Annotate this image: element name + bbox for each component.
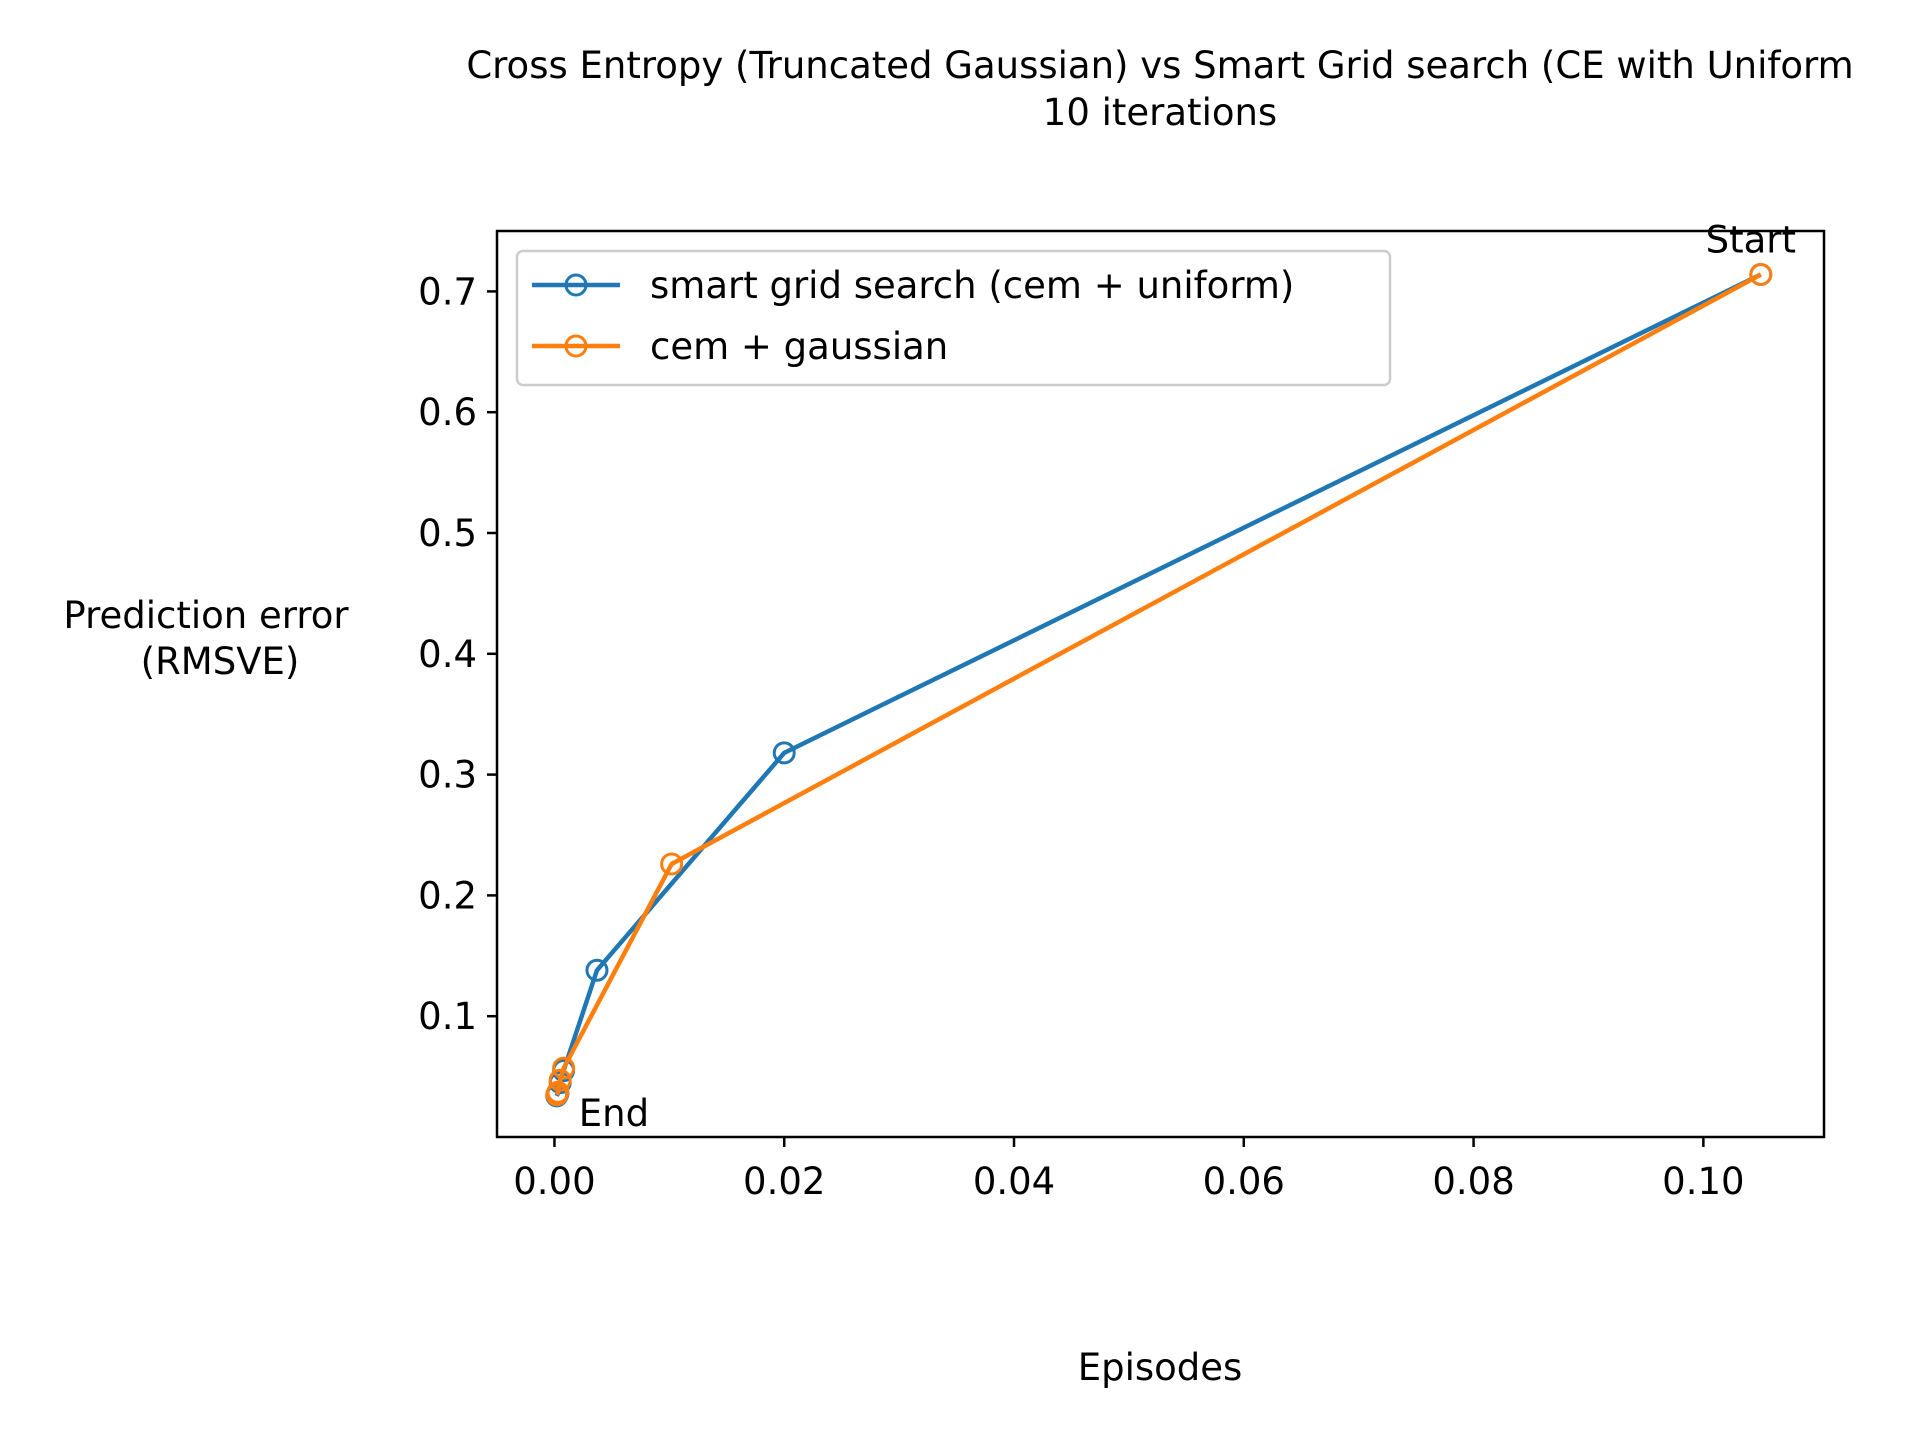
x-tick-label: 0.10 bbox=[1662, 1160, 1744, 1203]
x-tick-label: 0.04 bbox=[973, 1160, 1055, 1203]
series-1-point bbox=[552, 1056, 576, 1080]
y-tick-label: 0.5 bbox=[418, 512, 477, 555]
legend-marker-smart-grid bbox=[564, 273, 588, 297]
series-1-point bbox=[1749, 262, 1773, 286]
chart-subtitle: 10 iterations bbox=[1043, 91, 1277, 134]
annotation-start: Start bbox=[1706, 218, 1796, 261]
series-1-point bbox=[545, 1083, 569, 1107]
series-1-point bbox=[660, 852, 684, 876]
y-tick-label: 0.1 bbox=[418, 995, 477, 1038]
y-axis: 0.1 0.2 0.3 0.4 0.5 0.6 0.7 bbox=[418, 270, 497, 1038]
annotation-layer: Start End bbox=[579, 218, 1796, 1134]
legend: smart grid search (cem + uniform) cem + … bbox=[515, 249, 1392, 387]
series-1-point bbox=[548, 1068, 572, 1092]
y-tick-label: 0.4 bbox=[418, 633, 477, 676]
legend-label-cem-gaussian: cem + gaussian bbox=[650, 325, 948, 368]
y-tick-label: 0.3 bbox=[418, 754, 477, 797]
legend-label-smart-grid: smart grid search (cem + uniform) bbox=[650, 264, 1294, 307]
y-tick-label: 0.2 bbox=[418, 874, 477, 917]
annotation-end: End bbox=[579, 1092, 649, 1135]
series-line-1 bbox=[554, 272, 1762, 1096]
chart-title: Cross Entropy (Truncated Gaussian) vs Sm… bbox=[466, 44, 1853, 87]
x-tick-label: 0.08 bbox=[1432, 1160, 1514, 1203]
series-line-0 bbox=[554, 272, 1762, 1097]
y-axis-label-line-1: Prediction error bbox=[63, 594, 349, 637]
legend-marker-cem-gaussian bbox=[564, 334, 588, 358]
plot-area-frame bbox=[495, 229, 1826, 1139]
x-axis-label: Episodes bbox=[1078, 1346, 1243, 1389]
x-tick-label: 0.02 bbox=[743, 1160, 825, 1203]
series-layer bbox=[545, 262, 1773, 1108]
series-0-point bbox=[772, 741, 796, 765]
x-axis: 0.00 0.02 0.04 0.06 0.08 0.10 bbox=[513, 1137, 1745, 1203]
y-tick-label: 0.7 bbox=[418, 270, 477, 313]
y-tick-label: 0.6 bbox=[418, 391, 477, 434]
legend-box bbox=[515, 249, 1392, 387]
y-axis-label-line-2: (RMSVE) bbox=[141, 640, 300, 683]
x-tick-label: 0.06 bbox=[1203, 1160, 1285, 1203]
x-tick-label: 0.00 bbox=[513, 1160, 595, 1203]
series-0-point bbox=[585, 958, 609, 982]
